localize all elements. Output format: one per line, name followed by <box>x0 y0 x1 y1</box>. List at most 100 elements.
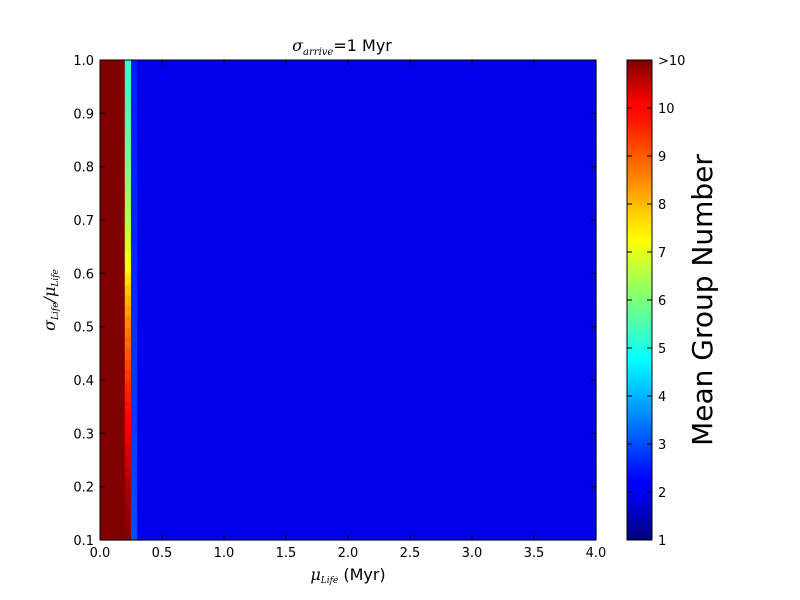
heatmap-cell <box>100 390 126 402</box>
heatmap-cell <box>124 369 132 381</box>
heatmap-cell <box>124 177 132 189</box>
heatmap-cell <box>137 145 597 157</box>
heatmap-cell <box>124 166 132 178</box>
heatmap-cell <box>131 380 138 392</box>
y-tick-label: 0.6 <box>73 267 94 282</box>
heatmap-cell <box>100 145 126 157</box>
heatmap-cell <box>100 177 126 189</box>
y-tick-label: 0.2 <box>73 481 94 496</box>
heatmap-cell <box>131 102 138 114</box>
heatmap-cell <box>100 337 126 349</box>
heatmap-cell <box>124 454 132 466</box>
heatmap-cell <box>137 412 597 424</box>
heatmap-cell <box>100 422 126 434</box>
colorbar-tick-label: >10 <box>658 54 685 69</box>
heatmap-cell <box>124 102 132 114</box>
y-tick-label: 0.1 <box>73 534 94 549</box>
heatmap-cell <box>124 508 132 520</box>
heatmap-cell <box>124 273 132 285</box>
heatmap-cell <box>137 529 597 541</box>
heatmap-cell <box>124 476 132 488</box>
heatmap-cell <box>100 294 126 306</box>
x-tick-label: 1.5 <box>276 546 297 561</box>
heatmap-cell <box>131 444 138 456</box>
heatmap-cell <box>100 81 126 93</box>
heatmap-cell <box>124 220 132 232</box>
heatmap-cell <box>137 166 597 178</box>
heatmap-cell <box>100 209 126 221</box>
heatmap-cell <box>100 273 126 285</box>
heatmap-cell <box>137 497 597 509</box>
heatmap-cell <box>124 518 132 530</box>
heatmap-cell <box>124 81 132 93</box>
heatmap-cell <box>137 124 597 136</box>
heatmap-cell <box>131 369 138 381</box>
heatmap-cell <box>137 60 597 72</box>
heatmap-cell <box>124 380 132 392</box>
colorbar: 1 2 3 4 5 6 7 8 9 10 >10 Mean Group Number <box>626 54 719 549</box>
colorbar-tick-label: 5 <box>658 342 666 357</box>
heatmap-cell <box>124 145 132 157</box>
heatmap-cell <box>131 198 138 210</box>
heatmap-cell <box>100 252 126 264</box>
heatmap-cell <box>124 134 132 146</box>
heatmap-cell <box>100 124 126 136</box>
heatmap-cell <box>124 390 132 402</box>
heatmap-cell <box>124 70 132 82</box>
heatmap-cell <box>137 422 597 434</box>
heatmap-cell <box>137 209 597 221</box>
x-axis-label: μLife (Myr) <box>310 565 385 586</box>
heatmap-cell <box>137 305 597 317</box>
heatmap-cell <box>100 348 126 360</box>
heatmap-cell <box>124 209 132 221</box>
heatmap-cell <box>131 508 138 520</box>
heatmap-cell <box>100 518 126 530</box>
heatmap-cell <box>137 230 597 242</box>
heatmap-cell <box>137 316 597 328</box>
heatmap-cell <box>124 337 132 349</box>
heatmap-cell <box>131 529 138 541</box>
y-axis-ticks: 0.1 0.2 0.3 0.4 0.5 0.6 0.7 0.8 0.9 1.0 <box>73 54 596 549</box>
heatmap-cell <box>137 390 597 402</box>
heatmap-cell <box>124 412 132 424</box>
heatmap-cell <box>137 102 597 114</box>
heatmap-cell <box>124 60 132 72</box>
heatmap-cell <box>131 230 138 242</box>
heatmap-cell <box>100 476 126 488</box>
heatmap-cell <box>124 348 132 360</box>
heatmap-cell <box>124 401 132 413</box>
heatmap-cell <box>131 401 138 413</box>
heatmap-cell <box>137 444 597 456</box>
heatmap-cell <box>137 369 597 381</box>
heatmap-cell <box>100 326 126 338</box>
heatmap-cell <box>124 92 132 104</box>
heatmap-cell <box>137 380 597 392</box>
heatmap-cell <box>100 92 126 104</box>
heatmap-cell <box>124 326 132 338</box>
x-tick-label: 3.0 <box>462 546 483 561</box>
x-tick-label: 2.5 <box>400 546 421 561</box>
heatmap-cell <box>100 358 126 370</box>
heatmap-cell <box>131 241 138 253</box>
heatmap-cell <box>124 358 132 370</box>
heatmap-cell <box>124 252 132 264</box>
heatmap-cell <box>100 305 126 317</box>
heatmap-cell <box>131 124 138 136</box>
heatmap-cell <box>131 497 138 509</box>
x-tick-label: 4.0 <box>586 546 607 561</box>
heatmap-cell <box>100 230 126 242</box>
heatmap-cell <box>124 262 132 274</box>
heatmap-cell <box>137 486 597 498</box>
y-tick-label: 0.7 <box>73 214 94 229</box>
heatmap-cell <box>100 70 126 82</box>
chart-title: σarrive=1 Myr <box>292 36 392 58</box>
heatmap-cell <box>124 284 132 296</box>
heatmap-cell <box>137 348 597 360</box>
x-tick-label: 2.0 <box>338 546 359 561</box>
heatmap-cell <box>131 81 138 93</box>
heatmap-cell <box>100 486 126 498</box>
colorbar-tick-label: 6 <box>658 294 666 309</box>
heatmap-cell <box>124 188 132 200</box>
heatmap-cell <box>131 465 138 477</box>
heatmap-cell <box>100 198 126 210</box>
